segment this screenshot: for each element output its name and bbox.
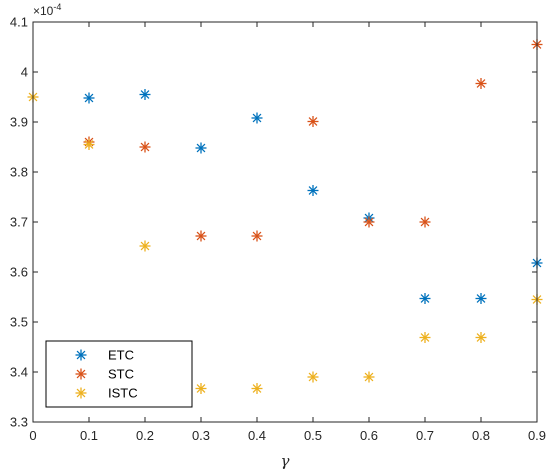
x-tick-label: 0.4 xyxy=(248,428,266,443)
series-etc xyxy=(83,89,543,304)
data-point-istc xyxy=(475,332,487,343)
y-tick-label: 3.5 xyxy=(10,315,28,330)
data-point-etc xyxy=(251,112,263,124)
x-tick-label: 0.2 xyxy=(136,428,154,443)
x-tick-label: 0 xyxy=(29,428,36,443)
x-axis-label: γ xyxy=(281,452,290,470)
y-tick-label: 4.1 xyxy=(10,15,28,30)
data-point-istc xyxy=(139,240,151,252)
legend-label-etc: ETC xyxy=(108,348,134,363)
data-point-istc xyxy=(419,332,431,343)
data-point-istc xyxy=(251,383,263,394)
data-point-stc xyxy=(251,230,263,242)
tick-labels: 0 0.1 0.2 0.3 0.4 0.5 0.6 0.7 0.8 0.9 3.3 3.4 3.5 3.6… xyxy=(10,15,546,444)
y-tick-label: 3.9 xyxy=(10,115,28,130)
y-tick-label: 3.7 xyxy=(10,215,28,230)
data-point-stc xyxy=(307,116,319,127)
y-tick-label: 3.8 xyxy=(10,165,28,180)
legend: ETC STC ISTC xyxy=(45,340,193,408)
x-tick-label: 0.6 xyxy=(360,428,378,443)
x-tick-label: 0.3 xyxy=(192,428,210,443)
data-point-stc xyxy=(195,230,207,242)
x-tick-label: 0.9 xyxy=(528,428,546,443)
data-point-etc xyxy=(475,293,487,304)
data-point-istc xyxy=(83,139,95,150)
data-point-istc xyxy=(195,383,207,394)
y-multiplier-label: ×10-4 xyxy=(33,2,61,18)
y-tick-label: 3.6 xyxy=(10,265,28,280)
data-point-stc xyxy=(475,78,487,89)
y-tick-label: 4 xyxy=(21,65,28,80)
data-point-stc xyxy=(419,216,431,228)
legend-marker-istc xyxy=(75,387,87,399)
data-point-stc xyxy=(363,216,375,228)
legend-marker-etc xyxy=(75,349,87,361)
data-point-istc xyxy=(307,371,319,383)
data-point-etc xyxy=(139,89,151,100)
x-tick-label: 0.7 xyxy=(416,428,434,443)
x-tick-label: 0.8 xyxy=(472,428,490,443)
data-point-istc xyxy=(363,371,375,383)
data-point-stc xyxy=(139,141,151,153)
y-tick-label: 3.3 xyxy=(10,415,28,430)
x-tick-label: 0.5 xyxy=(304,428,322,443)
legend-box xyxy=(45,340,193,408)
legend-label-istc: ISTC xyxy=(108,386,138,401)
data-point-etc xyxy=(419,293,431,304)
data-point-etc xyxy=(307,185,319,196)
legend-marker-stc xyxy=(75,368,87,380)
axis-ticks xyxy=(32,21,538,423)
data-point-etc xyxy=(83,92,95,104)
legend-label-stc: STC xyxy=(108,367,134,382)
data-point-etc xyxy=(195,142,207,154)
x-tick-label: 0.1 xyxy=(80,428,98,443)
y-tick-label: 3.4 xyxy=(10,365,28,380)
